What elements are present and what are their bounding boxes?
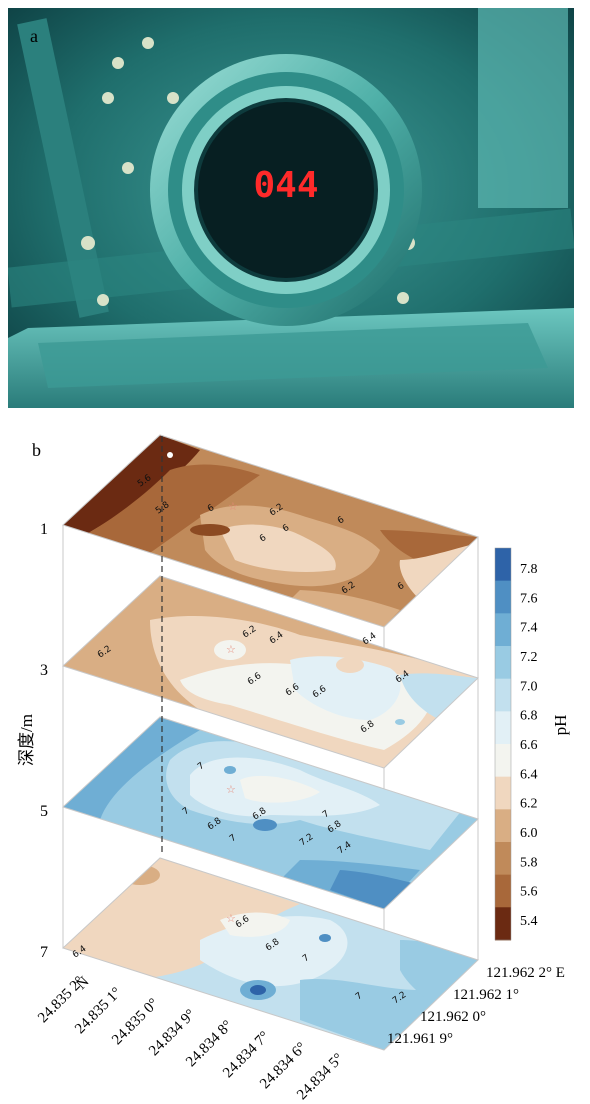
contour-label-depth-5: 7 <box>228 833 238 844</box>
colorbar-segment <box>495 678 511 712</box>
colorbar-tick: 7.8 <box>520 562 538 577</box>
colorbar-tick: 5.4 <box>520 914 538 929</box>
colorbar-tick: 6.0 <box>520 826 538 841</box>
depth-tick-1: 1 <box>40 521 48 538</box>
colorbar-tick: 7.2 <box>520 650 538 665</box>
contour-label-depth-7: 7 <box>301 953 311 964</box>
panel-b-label: b <box>32 440 41 460</box>
depth-tick-5: 5 <box>40 803 48 820</box>
longitude-tick: 121.962 2° E <box>486 965 565 981</box>
ph-layer-chart: b <box>17 434 570 1103</box>
colorbar-tick: 5.8 <box>520 855 538 870</box>
layer-depth-7 <box>63 858 478 1050</box>
contour-label-depth-5: 7 <box>181 806 191 817</box>
contour-label-depth-1: 6 <box>281 523 292 535</box>
panel-a-label: a <box>30 26 38 46</box>
colorbar-segment <box>495 580 511 614</box>
svg-text:☆: ☆ <box>226 784 236 796</box>
svg-text:☆: ☆ <box>226 913 236 925</box>
colorbar-segment <box>495 907 511 940</box>
colorbar-segment <box>495 646 511 680</box>
contour-label-depth-1: 6 <box>336 515 347 527</box>
colorbar-tick: 6.6 <box>520 738 538 753</box>
longitude-tick: 121.961 9° <box>387 1031 453 1047</box>
svg-text:☆: ☆ <box>228 501 238 513</box>
layer-depth-3 <box>63 576 478 768</box>
sensor-photo: 044 a <box>8 8 574 408</box>
display-reading: 044 <box>253 165 318 206</box>
longitude-tick: 121.962 1° <box>453 987 519 1003</box>
colorbar-segment <box>495 842 511 876</box>
colorbar-tick: 6.8 <box>520 709 538 724</box>
contour-label-depth-1: 6 <box>396 581 407 593</box>
colorbar-segment <box>495 613 511 647</box>
contour-label-depth-1: 6 <box>258 533 269 545</box>
contour-label-depth-7: 7 <box>354 991 364 1002</box>
depth-tick-3: 3 <box>40 662 48 679</box>
longitude-tick: 121.962 0° <box>420 1009 486 1025</box>
layer-depth-5 <box>63 717 478 909</box>
layer-depth-1 <box>63 435 478 627</box>
colorbar-segment <box>495 809 511 843</box>
colorbar-tick: 7.4 <box>520 621 538 636</box>
depth-tick-7: 7 <box>40 944 48 961</box>
colorbar-label: pH <box>551 715 570 736</box>
ph-colorbar: 7.8 7.6 7.4 7.2 7.0 6.8 6.6 6.4 6.2 6.0 5.8 5.6 5.4 <box>494 547 538 941</box>
colorbar-tick: 7.6 <box>520 591 538 606</box>
colorbar-segment <box>495 744 511 778</box>
contour-label-depth-5: 7 <box>321 809 331 820</box>
svg-text:☆: ☆ <box>226 644 236 656</box>
contour-label-depth-5: 7 <box>196 761 206 772</box>
contour-label-depth-1: 6 <box>206 503 217 515</box>
colorbar-tick: 5.6 <box>520 885 538 900</box>
colorbar-segment <box>495 874 511 908</box>
depth-axis-label: 深度/m <box>17 714 36 766</box>
colorbar-tick: 6.2 <box>520 797 538 812</box>
colorbar-segment <box>495 776 511 810</box>
colorbar-tick: 7.0 <box>520 679 538 694</box>
colorbar-segment <box>495 711 511 745</box>
colorbar-segment <box>495 548 511 582</box>
colorbar-tick: 6.4 <box>520 767 538 782</box>
